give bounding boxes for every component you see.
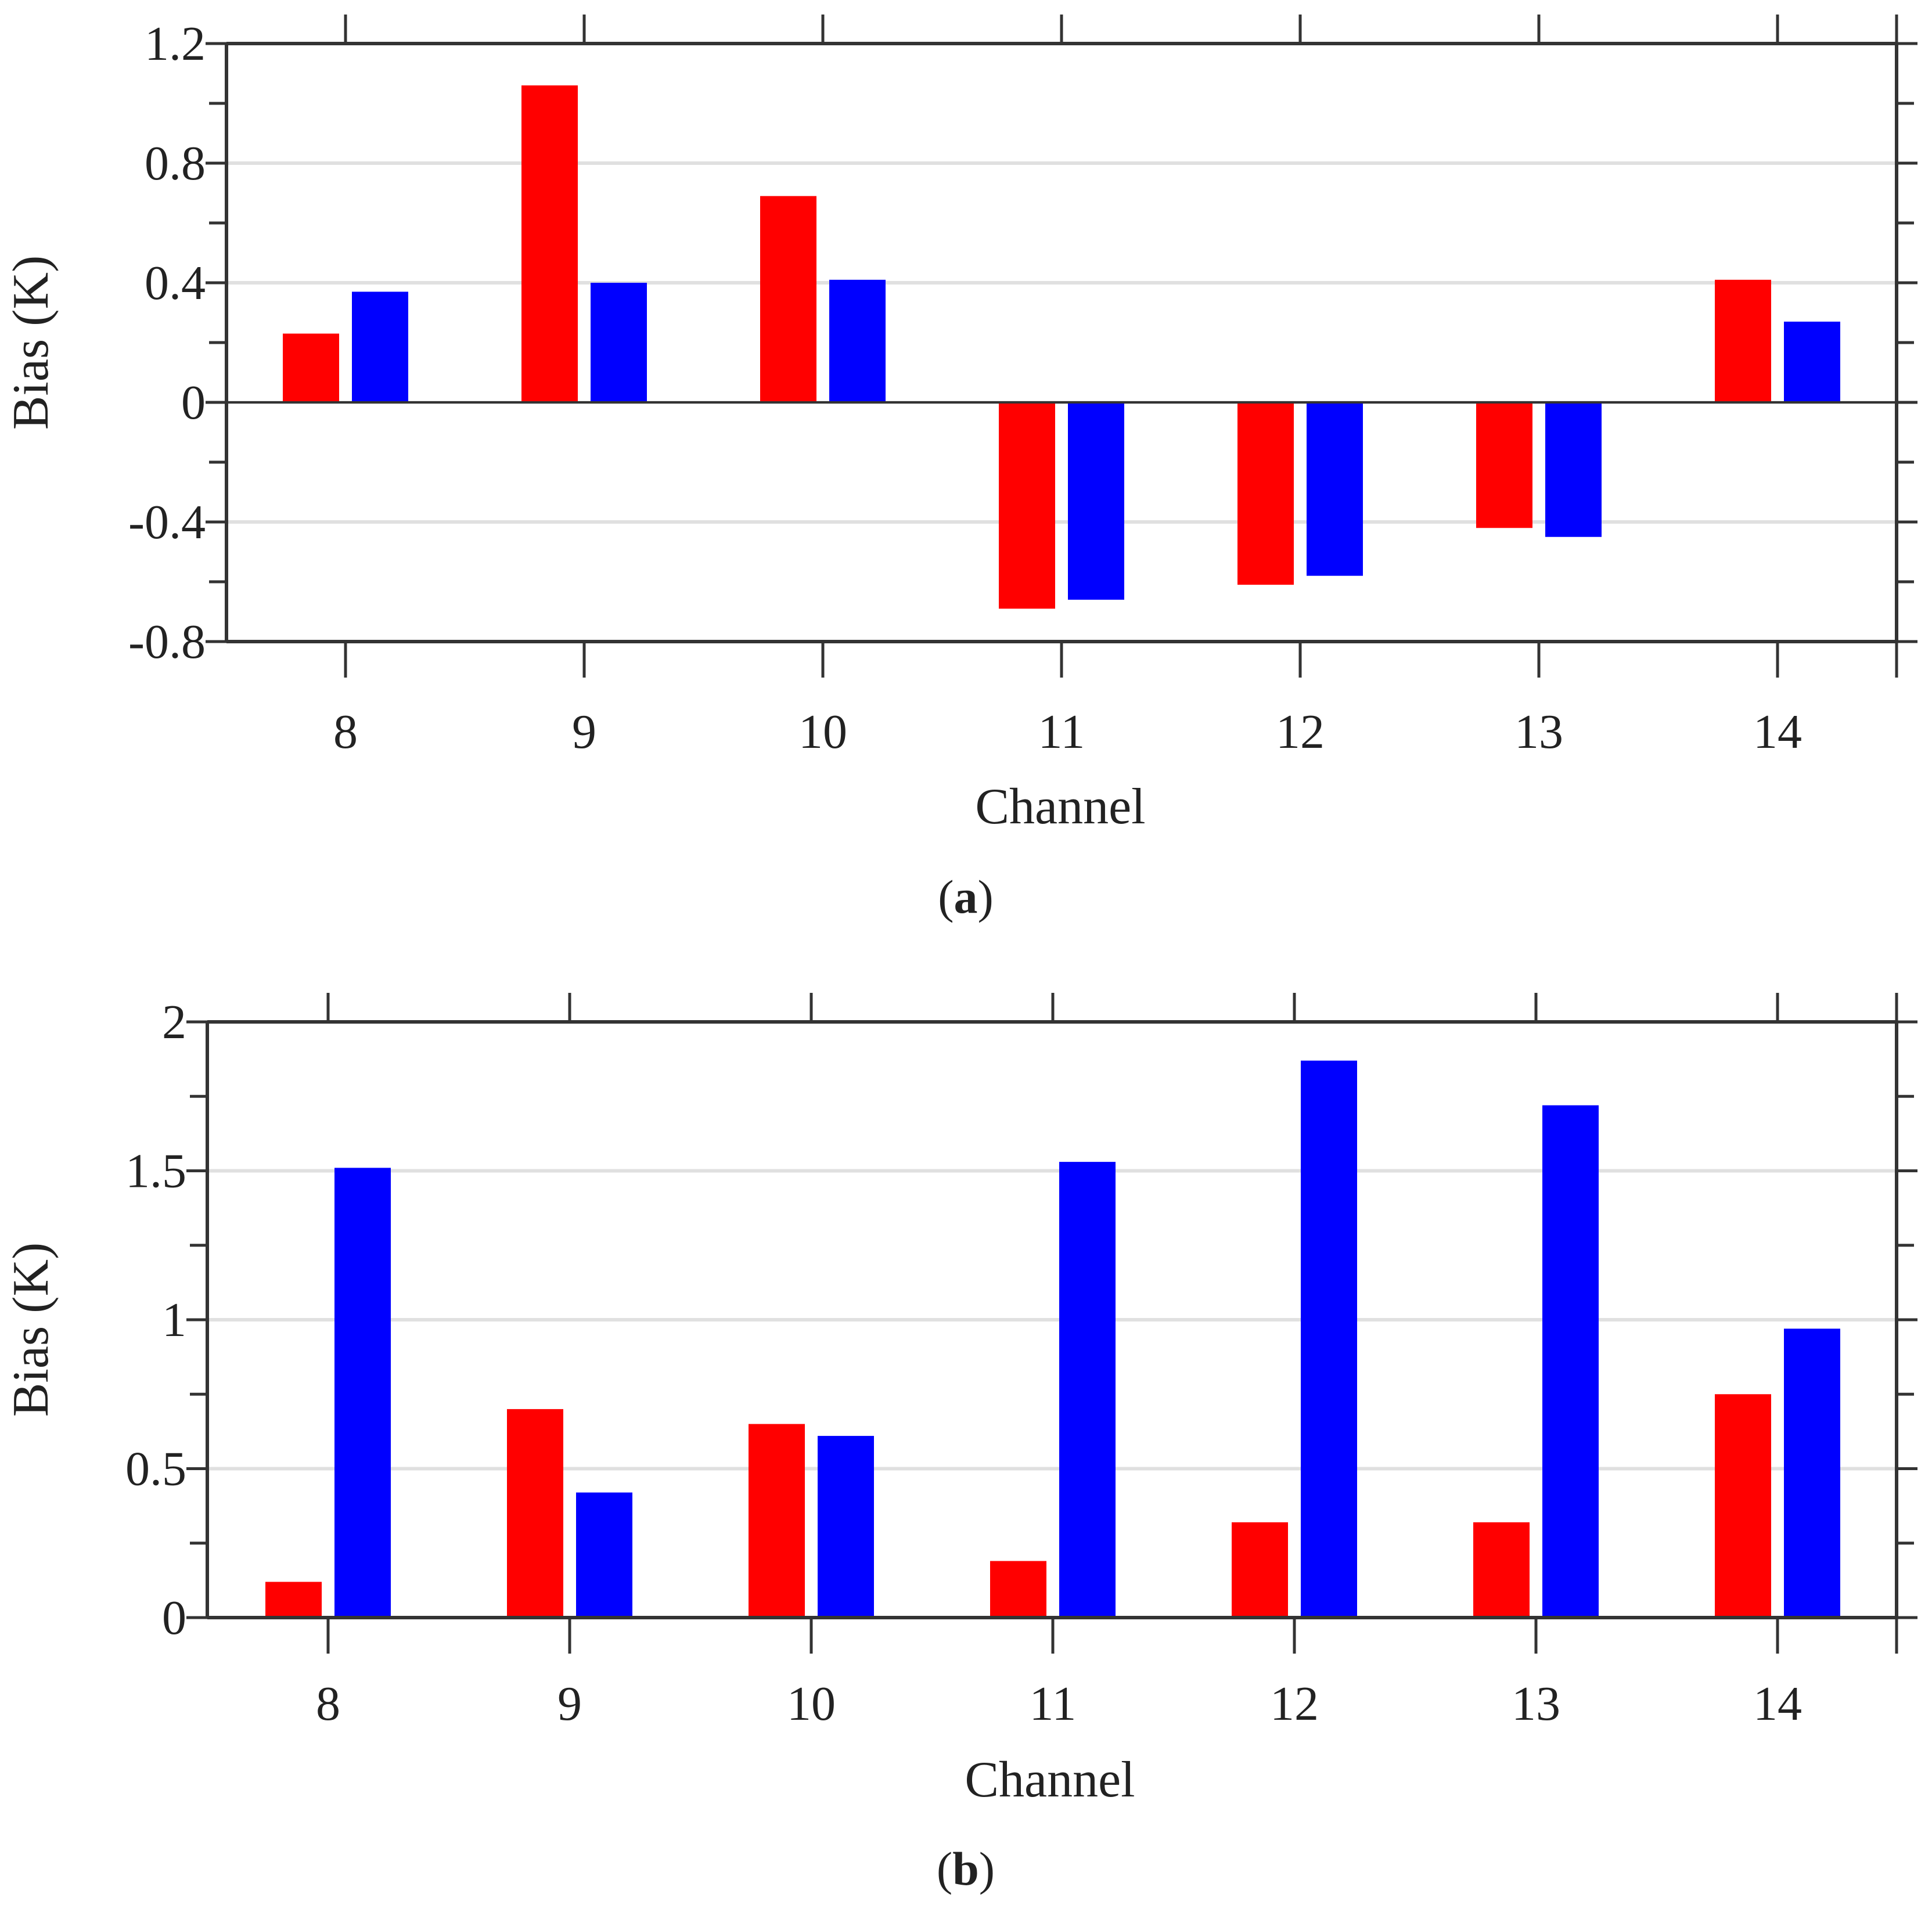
bar-blue-ch13	[1542, 1105, 1599, 1618]
x-axis-title-b: Channel	[965, 1752, 1135, 1808]
caption-letter-a: a	[954, 870, 978, 923]
bar-blue-ch11	[1059, 1162, 1116, 1618]
x-tick-label: 13	[1514, 705, 1563, 759]
x-tick-label: 9	[572, 705, 596, 759]
y-tick-label: 1.2	[145, 17, 206, 71]
bar-red-ch12	[1232, 1522, 1288, 1618]
bar-red-ch8	[283, 333, 339, 402]
grid-lines-a	[226, 161, 1897, 524]
y-tick-label: 1.5	[125, 1144, 186, 1198]
bar-red-ch12	[1237, 402, 1294, 585]
y-tick-label: 0	[162, 1591, 186, 1645]
y-tick-labels-a: -0.8 -0.4 0 0.4 0.8 1.2	[128, 17, 206, 669]
bar-blue-ch8	[334, 1168, 391, 1618]
bars-b	[265, 1060, 1840, 1618]
bar-red-ch13	[1476, 402, 1532, 528]
x-tick-label: 10	[798, 705, 847, 759]
caption-letter-b: b	[952, 1842, 979, 1895]
axes-a	[206, 15, 1917, 678]
y-tick-label: 0.4	[145, 256, 206, 310]
bar-red-ch14	[1715, 1394, 1771, 1618]
axes-b	[186, 993, 1917, 1654]
bar-blue-ch12	[1307, 402, 1363, 576]
bar-red-ch8	[265, 1582, 322, 1618]
x-tick-label: 8	[333, 705, 358, 759]
y-tick-label: 0	[181, 376, 206, 430]
x-tick-label: 8	[316, 1677, 340, 1731]
bar-blue-ch13	[1545, 402, 1602, 537]
bar-blue-ch9	[591, 283, 647, 402]
x-tick-label: 14	[1753, 705, 1802, 759]
x-tick-label: 12	[1276, 705, 1325, 759]
x-tick-label: 9	[557, 1677, 582, 1731]
bar-blue-ch10	[829, 279, 886, 402]
x-tick-label: 12	[1270, 1677, 1319, 1731]
bar-blue-ch10	[818, 1436, 874, 1618]
chart-panel-b: 00.511.52 8 9 10 11 12 13 14 Bias (K) Channel …	[3, 993, 1917, 1895]
bar-red-ch14	[1715, 279, 1771, 402]
bars-a	[283, 85, 1840, 609]
y-tick-label: 1	[162, 1293, 186, 1347]
x-tick-labels-a: 8 9 10 11 12 13 14	[333, 705, 1802, 759]
y-axis-title-b: Bias (K)	[3, 1243, 59, 1417]
bar-red-ch9	[507, 1409, 563, 1618]
x-tick-label: 13	[1512, 1677, 1560, 1731]
x-axis-title-a: Channel	[975, 779, 1145, 835]
grid-lines-b	[207, 1169, 1897, 1471]
bar-red-ch10	[760, 196, 816, 402]
bar-red-ch13	[1473, 1522, 1530, 1618]
bar-red-ch11	[999, 402, 1055, 609]
y-tick-label: -0.4	[128, 495, 206, 549]
caption-a: (a)	[938, 870, 994, 923]
bar-blue-ch11	[1068, 402, 1124, 600]
x-tick-label: 14	[1753, 1677, 1802, 1731]
bar-blue-ch8	[352, 291, 408, 402]
bar-blue-ch12	[1301, 1060, 1357, 1618]
chart-panel-a: -0.8 -0.4 0 0.4 0.8 1.2 8 9 10 11 12 13 14 Bias (K)…	[3, 15, 1917, 923]
y-tick-label: 0.5	[125, 1442, 186, 1496]
y-tick-labels-b: 0 0.5 1 1.5 2	[125, 995, 186, 1645]
y-tick-label: 2	[162, 995, 186, 1049]
y-axis-title-a: Bias (K)	[3, 255, 59, 430]
x-tick-labels-b: 8 9 10 11 12 13 14	[316, 1677, 1802, 1731]
bar-red-ch11	[990, 1561, 1046, 1618]
bar-blue-ch14	[1784, 321, 1840, 402]
x-tick-label: 10	[787, 1677, 836, 1731]
y-tick-label: -0.8	[128, 615, 206, 669]
caption-b: (b)	[937, 1842, 995, 1895]
bar-blue-ch9	[576, 1492, 632, 1618]
bar-red-ch9	[521, 85, 578, 403]
y-tick-label: 0.8	[145, 136, 206, 190]
bar-red-ch10	[749, 1424, 805, 1618]
x-tick-label: 11	[1038, 705, 1085, 759]
x-tick-label: 11	[1030, 1677, 1077, 1731]
bar-blue-ch14	[1784, 1328, 1840, 1618]
